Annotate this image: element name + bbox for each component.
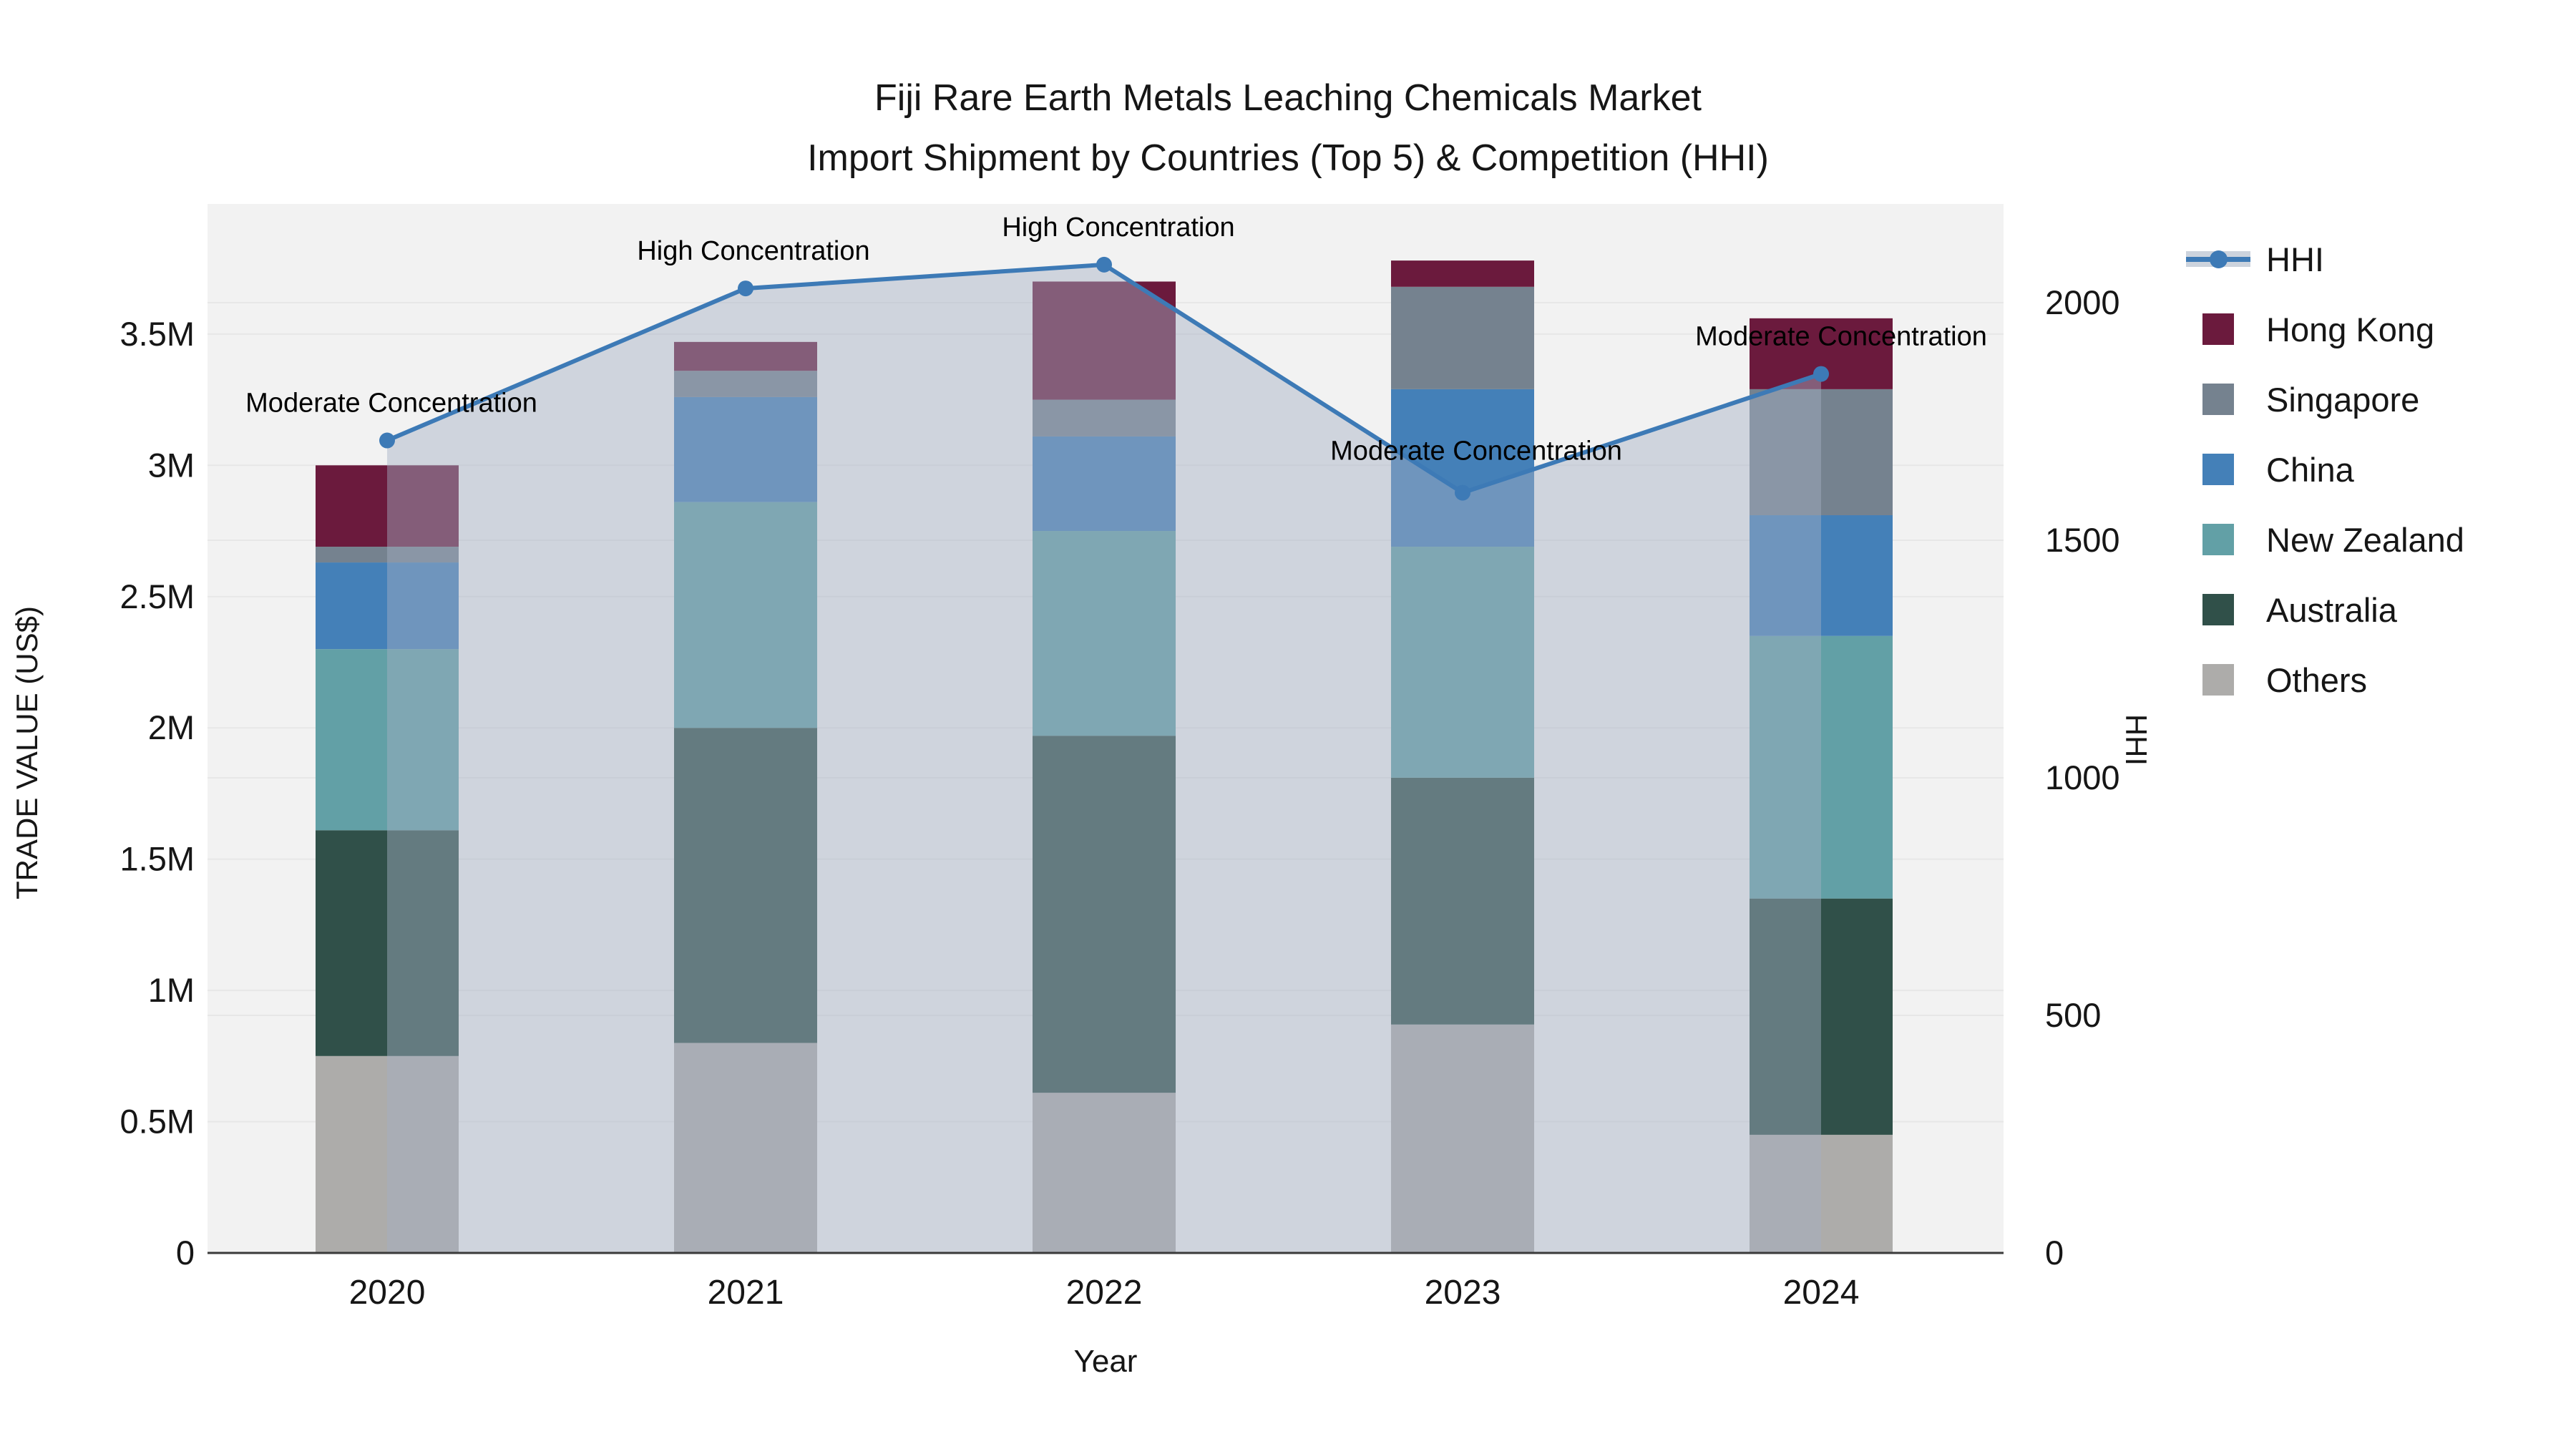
x-tick-2022: 2022 [1066, 1274, 1143, 1312]
color-swatch-icon-singapore [2186, 384, 2250, 415]
bar-2022-others[interactable] [1033, 1093, 1176, 1253]
y-axis-title-right: HHI [2119, 713, 2153, 766]
bar-2024-others[interactable] [1750, 1134, 1893, 1253]
hhi-marker-2024[interactable] [1813, 366, 1829, 382]
color-swatch-icon-hong-kong [2186, 313, 2250, 345]
bar-2022-hong-kong[interactable] [1033, 281, 1176, 400]
bar-2020-singapore[interactable] [316, 547, 459, 563]
bar-2022-new-zealand[interactable] [1033, 531, 1176, 736]
legend-item-australia[interactable]: Australia [2186, 591, 2464, 629]
annotation-2024: Moderate Concentration [1695, 322, 1987, 352]
y-right-tick-2000: 2000 [2045, 283, 2120, 321]
y-left-tick-2M: 2M [148, 708, 195, 746]
legend-item-china[interactable]: China [2186, 451, 2464, 489]
x-axis-title: Year [1073, 1344, 1138, 1379]
bar-2020-others[interactable] [316, 1055, 459, 1253]
hhi-marker-2023[interactable] [1455, 484, 1470, 501]
bar-2021-others[interactable] [674, 1043, 817, 1253]
x-tick-2024: 2024 [1783, 1274, 1860, 1312]
y-right-tick-1500: 1500 [2045, 521, 2120, 559]
chart-title: Fiji Rare Earth Metals Leaching Chemical… [0, 0, 2576, 188]
annotation-2020: Moderate Concentration [245, 389, 537, 419]
legend-label: New Zealand [2266, 520, 2464, 559]
legend-item-others[interactable]: Others [2186, 661, 2464, 699]
legend-label: Australia [2266, 590, 2397, 629]
bar-2020-hong-kong[interactable] [316, 465, 459, 547]
annotation-2021: High Concentration [637, 236, 869, 266]
legend-label: HHI [2266, 240, 2324, 278]
hhi-marker-2020[interactable] [379, 432, 395, 449]
legend-label: Others [2266, 660, 2368, 699]
bar-2023-hong-kong[interactable] [1391, 260, 1534, 287]
bar-2024-singapore[interactable] [1750, 389, 1893, 516]
bar-2021-singapore[interactable] [674, 371, 817, 397]
bar-2023-singapore[interactable] [1391, 286, 1534, 389]
y-right-tick-500: 500 [2045, 996, 2101, 1034]
bar-2022-australia[interactable] [1033, 736, 1176, 1093]
bar-2023-australia[interactable] [1391, 777, 1534, 1025]
legend-item-hong-kong[interactable]: Hong Kong [2186, 311, 2464, 348]
bar-2020-china[interactable] [316, 562, 459, 650]
y-left-tick-1M: 1M [148, 971, 195, 1009]
bar-2023-others[interactable] [1391, 1024, 1534, 1253]
annotation-2023: Moderate Concentration [1330, 436, 1622, 467]
color-swatch-icon-new-zealand [2186, 524, 2250, 555]
chart-title-line1: Fiji Rare Earth Metals Leaching Chemical… [874, 77, 1702, 119]
y-right-tick-1000: 1000 [2045, 758, 2120, 796]
bar-2022-singapore[interactable] [1033, 399, 1176, 436]
bar-2024-new-zealand[interactable] [1750, 635, 1893, 899]
y-left-tick-0.5M: 0.5M [120, 1103, 195, 1141]
y-right-tick-0: 0 [2045, 1234, 2064, 1272]
y-left-tick-2.5M: 2.5M [120, 577, 195, 615]
annotation-2022: High Concentration [1002, 213, 1234, 243]
hhi-marker-2022[interactable] [1096, 256, 1112, 273]
y-left-tick-0: 0 [176, 1234, 195, 1272]
bar-2023-china[interactable] [1391, 389, 1534, 547]
y-axis-title-left: TRADE VALUE (US$) [10, 606, 44, 899]
bar-2020-new-zealand[interactable] [316, 649, 459, 831]
legend-item-new-zealand[interactable]: New Zealand [2186, 521, 2464, 559]
x-tick-2021: 2021 [708, 1274, 784, 1312]
legend-label: Singapore [2266, 380, 2420, 419]
y-left-tick-3.5M: 3.5M [120, 315, 195, 353]
hhi-line-swatch-icon [2186, 243, 2250, 275]
legend-label: Hong Kong [2266, 310, 2435, 348]
legend-item-singapore[interactable]: Singapore [2186, 381, 2464, 419]
y-left-tick-1.5M: 1.5M [120, 840, 195, 878]
chart-title-line2: Import Shipment by Countries (Top 5) & C… [807, 137, 1769, 179]
bar-2020-australia[interactable] [316, 830, 459, 1056]
hhi-area-fill [387, 264, 1821, 1253]
bar-2024-australia[interactable] [1750, 898, 1893, 1135]
x-tick-2023: 2023 [1425, 1274, 1501, 1312]
bar-2021-china[interactable] [674, 396, 817, 502]
y-left-tick-3M: 3M [148, 446, 195, 484]
bar-2021-hong-kong[interactable] [674, 341, 817, 371]
legend: HHI Hong Kong Singapore China New Zealand Aus… [2186, 240, 2464, 734]
bar-2022-china[interactable] [1033, 436, 1176, 532]
legend-item-hhi[interactable]: HHI [2186, 240, 2464, 278]
hhi-marker-2021[interactable] [738, 280, 753, 297]
bar-2023-new-zealand[interactable] [1391, 547, 1534, 778]
color-swatch-icon-china [2186, 454, 2250, 485]
bar-2024-china[interactable] [1750, 515, 1893, 636]
x-tick-2020: 2020 [349, 1274, 426, 1312]
bar-2021-new-zealand[interactable] [674, 502, 817, 728]
bar-2021-australia[interactable] [674, 728, 817, 1043]
color-swatch-icon-others [2186, 664, 2250, 696]
legend-label: China [2266, 450, 2354, 489]
color-swatch-icon-australia [2186, 594, 2250, 625]
